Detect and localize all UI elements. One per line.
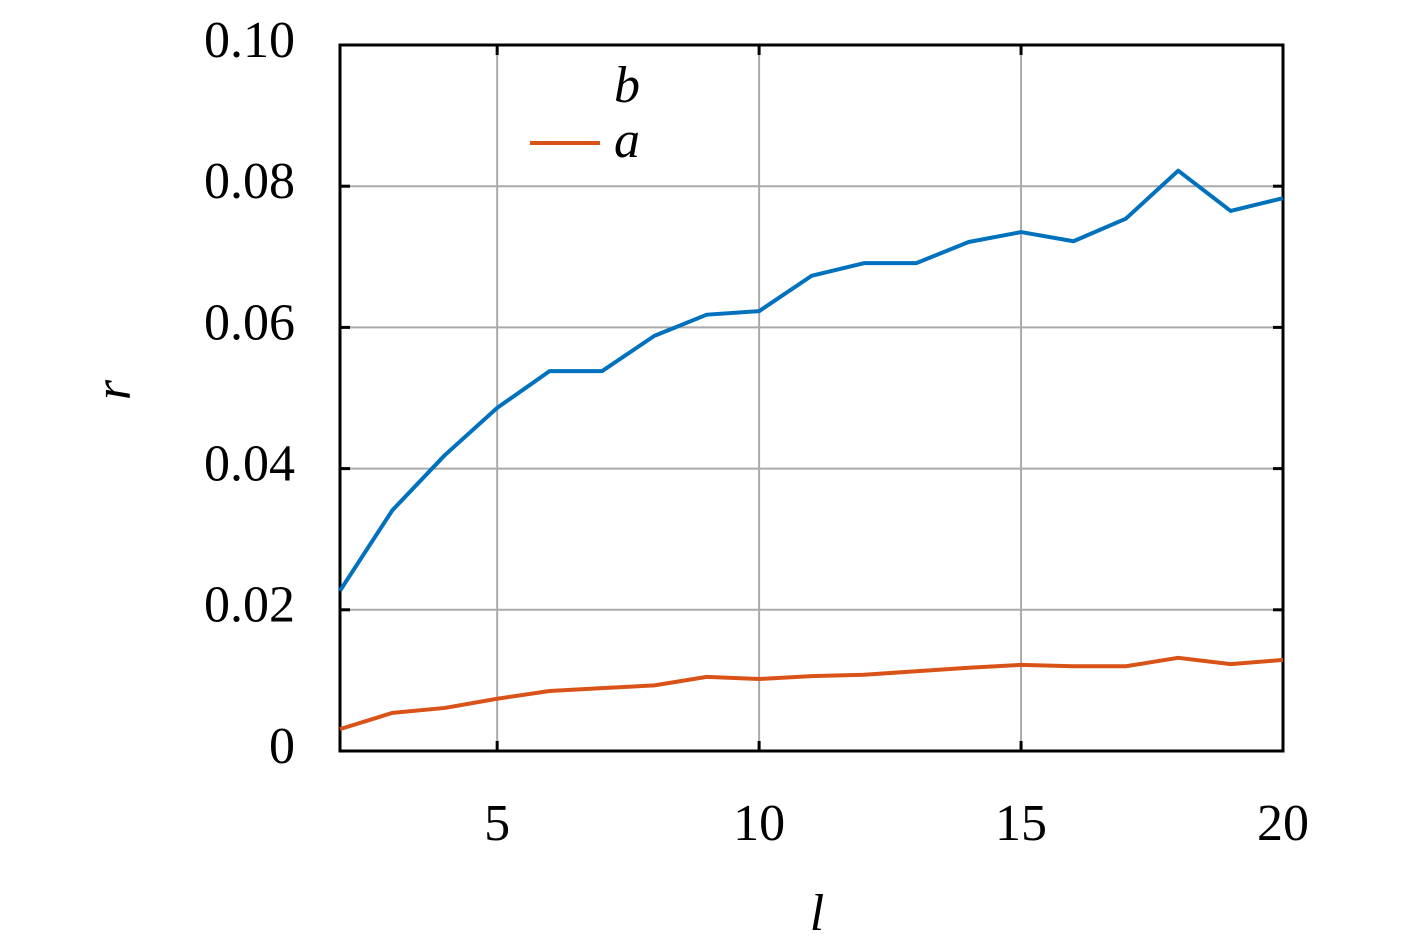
- series-line: [338, 168, 1284, 592]
- x-tick-label: 20: [1257, 795, 1309, 852]
- y-tick-label: 0: [269, 718, 295, 775]
- x-tick-label: 15: [995, 795, 1047, 852]
- y-tick-label: 0.02: [204, 577, 295, 634]
- y-tick-label: 0.06: [204, 294, 295, 351]
- legend-label: a: [614, 112, 640, 169]
- series-line: [339, 655, 1284, 732]
- legend-label: b: [614, 57, 640, 114]
- plot-frame: [338, 43, 1285, 753]
- x-tick-label: 5: [484, 795, 510, 852]
- y-tick-label: 0.08: [204, 153, 295, 210]
- y-axis-label: r: [85, 379, 142, 400]
- y-tick-label: 0.04: [204, 436, 295, 493]
- y-tick-label: 0.10: [204, 12, 295, 69]
- x-tick-label: 10: [733, 795, 785, 852]
- x-axis-label: l: [810, 885, 824, 942]
